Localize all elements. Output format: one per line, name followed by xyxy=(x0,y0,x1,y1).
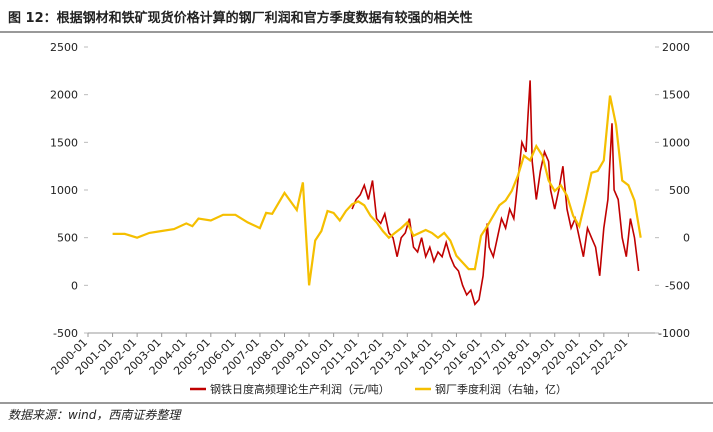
y2-tick-label: -1000 xyxy=(658,327,690,340)
y-tick-label: 500 xyxy=(57,232,78,245)
y2-tick-label: 0 xyxy=(683,232,690,245)
series-line xyxy=(112,95,642,286)
y-tick-label: -500 xyxy=(53,327,78,340)
y2-tick-label: -500 xyxy=(665,279,690,292)
y-tick-label: 1000 xyxy=(50,184,78,197)
legend-label: 钢厂季度利润（右轴，亿） xyxy=(435,382,567,396)
y2-tick-label: 500 xyxy=(669,184,690,197)
y-tick-label: 1500 xyxy=(50,136,78,149)
y2-tick-label: 1000 xyxy=(662,136,690,149)
y2-tick-label: 2000 xyxy=(662,41,690,54)
y-tick-label: 2000 xyxy=(50,89,78,102)
legend-label: 钢铁日度高频理论生产利润（元/吨） xyxy=(210,382,390,396)
y-tick-label: 0 xyxy=(71,279,78,292)
source: 数据来源：wind，西南证券整理 xyxy=(8,408,182,422)
y-tick-label: 2500 xyxy=(50,41,78,54)
y2-tick-label: 1500 xyxy=(662,89,690,102)
series-line xyxy=(351,80,640,307)
chart-title: 图 12：根据钢材和铁矿现货价格计算的钢厂利润和官方季度数据有较强的相关性 xyxy=(8,10,473,26)
